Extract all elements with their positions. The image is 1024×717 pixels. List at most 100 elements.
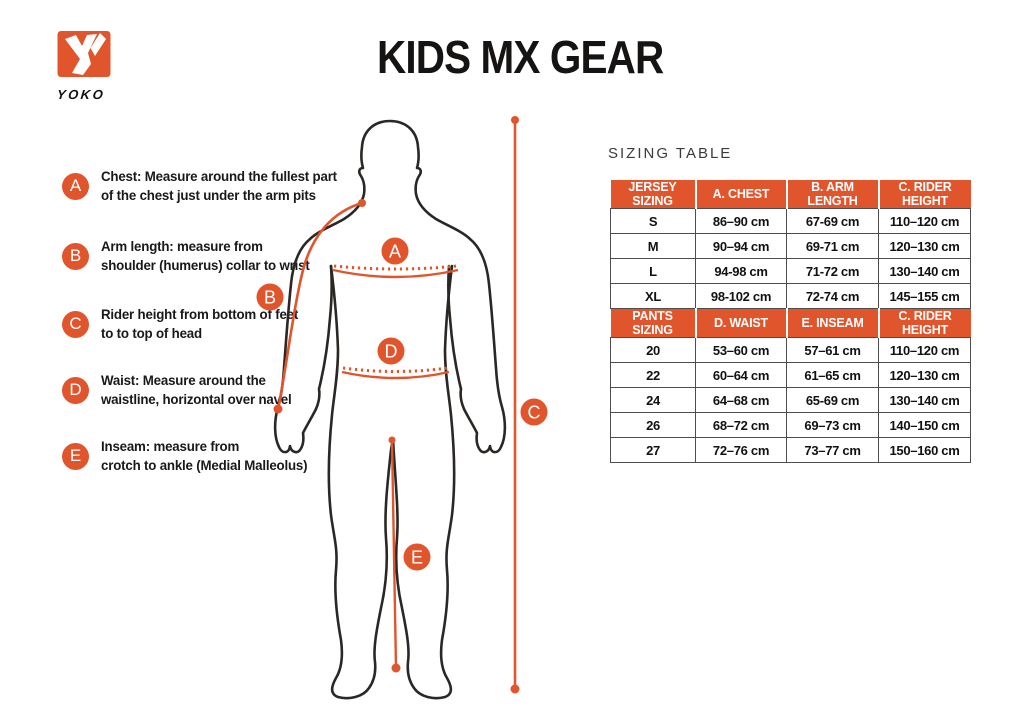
- table-row: L 94-98 cm 71-72 cm 130–140 cm: [610, 258, 971, 284]
- legend-line: crotch to ankle (Medial Malleolus): [101, 457, 308, 473]
- table-cell: 60–64 cm: [695, 362, 787, 388]
- table-cell: 20: [610, 337, 696, 363]
- table-cell: 71-72 cm: [786, 258, 879, 284]
- table-header-cell: C. RIDER HEIGHT: [877, 180, 971, 209]
- sizing-table: JERSEY SIZING A. CHEST B. ARM LENGTH C. …: [610, 180, 971, 463]
- table-cell: 90–94 cm: [695, 233, 787, 259]
- table-cell: 140–150 cm: [878, 412, 971, 438]
- table-cell: 145–155 cm: [878, 283, 971, 309]
- chest-line: [332, 268, 459, 279]
- table-cell: 86–90 cm: [695, 208, 787, 234]
- table-cell: 120–130 cm: [878, 362, 971, 388]
- diagram-badge-e-label: E: [411, 548, 423, 568]
- waist-dotted-line: [342, 366, 449, 373]
- table-header-cell: PANTS SIZING: [610, 308, 696, 338]
- legend-text-inseam: Inseam: measure from crotch to ankle (Me…: [101, 437, 308, 475]
- table-cell: 64–68 cm: [695, 387, 787, 413]
- legend-text-waist: Waist: Measure around the waistline, hor…: [101, 371, 292, 409]
- table-cell: 67-69 cm: [786, 208, 879, 234]
- table-cell: S: [610, 208, 696, 234]
- measure-badge-d: D: [62, 376, 89, 404]
- diagram-badge-d-label: D: [385, 342, 398, 362]
- table-header-cell: JERSEY SIZING: [610, 180, 696, 209]
- legend-line: to to top of head: [101, 325, 202, 341]
- legend-item-waist: D Waist: Measure around the waistline, h…: [62, 371, 322, 409]
- table-header-cell: B. ARM LENGTH: [785, 180, 879, 209]
- diagram-badge-c-label: C: [528, 403, 541, 423]
- table-header-cell: D. WAIST: [694, 308, 787, 338]
- jersey-header-row: JERSEY SIZING A. CHEST B. ARM LENGTH C. …: [610, 180, 971, 209]
- sizing-table-heading: SIZING TABLE: [608, 145, 733, 162]
- table-cell: 120–130 cm: [878, 233, 971, 259]
- page-title: KIDS MX GEAR: [377, 31, 664, 83]
- table-row: 22 60–64 cm 61–65 cm 120–130 cm: [610, 362, 971, 388]
- table-cell: L: [610, 258, 696, 284]
- table-row: 24 64–68 cm 65-69 cm 130–140 cm: [610, 387, 971, 413]
- legend-line: Inseam: measure from: [101, 438, 240, 454]
- measurement-marks: [273, 116, 520, 694]
- legend-line: Chest: Measure around the fullest part: [101, 168, 337, 184]
- table-cell: 98-102 cm: [695, 283, 787, 309]
- table-cell: 72-74 cm: [786, 283, 879, 309]
- table-cell: 61–65 cm: [786, 362, 879, 388]
- legend-item-rider-height: C Rider height from bottom of feet to to…: [62, 305, 322, 343]
- legend-text-arm-length: Arm length: measure from shoulder (humer…: [101, 237, 310, 275]
- pants-header-row: PANTS SIZING D. WAIST E. INSEAM C. RIDER…: [610, 308, 971, 338]
- measure-badge-e: E: [62, 442, 89, 470]
- table-cell: 22: [610, 362, 696, 388]
- body-outline: [273, 119, 507, 700]
- table-cell: 150–160 cm: [878, 437, 971, 463]
- table-cell: 69-71 cm: [786, 233, 879, 259]
- table-row: 20 53–60 cm 57–61 cm 110–120 cm: [610, 337, 971, 363]
- waist-line: [341, 370, 450, 380]
- brand-name: YOKO: [56, 87, 107, 102]
- brand-logo: YOKO: [56, 30, 126, 102]
- legend-line: waistline, horizontal over navel: [101, 391, 292, 407]
- table-cell: 130–140 cm: [878, 258, 971, 284]
- table-row: S 86–90 cm 67-69 cm 110–120 cm: [610, 208, 971, 234]
- table-cell: 68–72 cm: [695, 412, 787, 438]
- table-header-cell: E. INSEAM: [785, 308, 879, 338]
- diagram-badge-a-label: A: [389, 242, 401, 262]
- table-cell: XL: [610, 283, 696, 309]
- table-cell: 73–77 cm: [786, 437, 879, 463]
- diagram-badge-b-label: B: [264, 288, 276, 308]
- table-cell: 72–76 cm: [695, 437, 787, 463]
- table-row: 27 72–76 cm 73–77 cm 150–160 cm: [610, 437, 971, 463]
- measure-badge-b: B: [62, 242, 89, 270]
- legend-line: Rider height from bottom of feet: [101, 306, 299, 322]
- table-row: 26 68–72 cm 69–73 cm 140–150 cm: [610, 412, 971, 438]
- legend-item-inseam: E Inseam: measure from crotch to ankle (…: [62, 437, 322, 475]
- body-measurement-diagram: A B C D E: [256, 116, 548, 700]
- measure-badge-c: C: [62, 310, 89, 338]
- legend-line: Arm length: measure from: [101, 238, 263, 254]
- yoko-logo-icon: [57, 31, 111, 77]
- arm-length-line: [277, 201, 363, 406]
- legend-item-chest: A Chest: Measure around the fullest part…: [62, 167, 337, 205]
- legend-text-rider-height: Rider height from bottom of feet to to t…: [101, 305, 298, 343]
- diagram-badge-b: [256, 283, 284, 311]
- table-header-cell: A. CHEST: [694, 180, 787, 209]
- diagram-badge-c: [520, 398, 548, 426]
- diagram-badge-d: [377, 337, 405, 365]
- inseam-line: [390, 439, 398, 669]
- legend-line: shoulder (humerus) collar to wrist: [101, 257, 310, 273]
- legend-item-arm-length: B Arm length: measure from shoulder (hum…: [62, 237, 322, 275]
- table-cell: 24: [610, 387, 696, 413]
- legend-line: Waist: Measure around the: [101, 372, 266, 388]
- diagram-badges: A B C D E: [256, 237, 548, 571]
- legend-text-chest: Chest: Measure around the fullest part o…: [101, 167, 337, 205]
- measure-badge-a: A: [62, 172, 89, 200]
- table-header-cell: C. RIDER HEIGHT: [877, 308, 971, 338]
- table-cell: 27: [610, 437, 696, 463]
- diagram-badge-e: [403, 543, 431, 571]
- table-cell: M: [610, 233, 696, 259]
- table-cell: 26: [610, 412, 696, 438]
- table-cell: 65-69 cm: [786, 387, 879, 413]
- legend-line: of the chest just under the arm pits: [101, 187, 316, 203]
- table-cell: 94-98 cm: [695, 258, 787, 284]
- table-cell: 110–120 cm: [878, 208, 971, 234]
- table-row: XL 98-102 cm 72-74 cm 145–155 cm: [610, 283, 971, 309]
- table-cell: 53–60 cm: [695, 337, 787, 363]
